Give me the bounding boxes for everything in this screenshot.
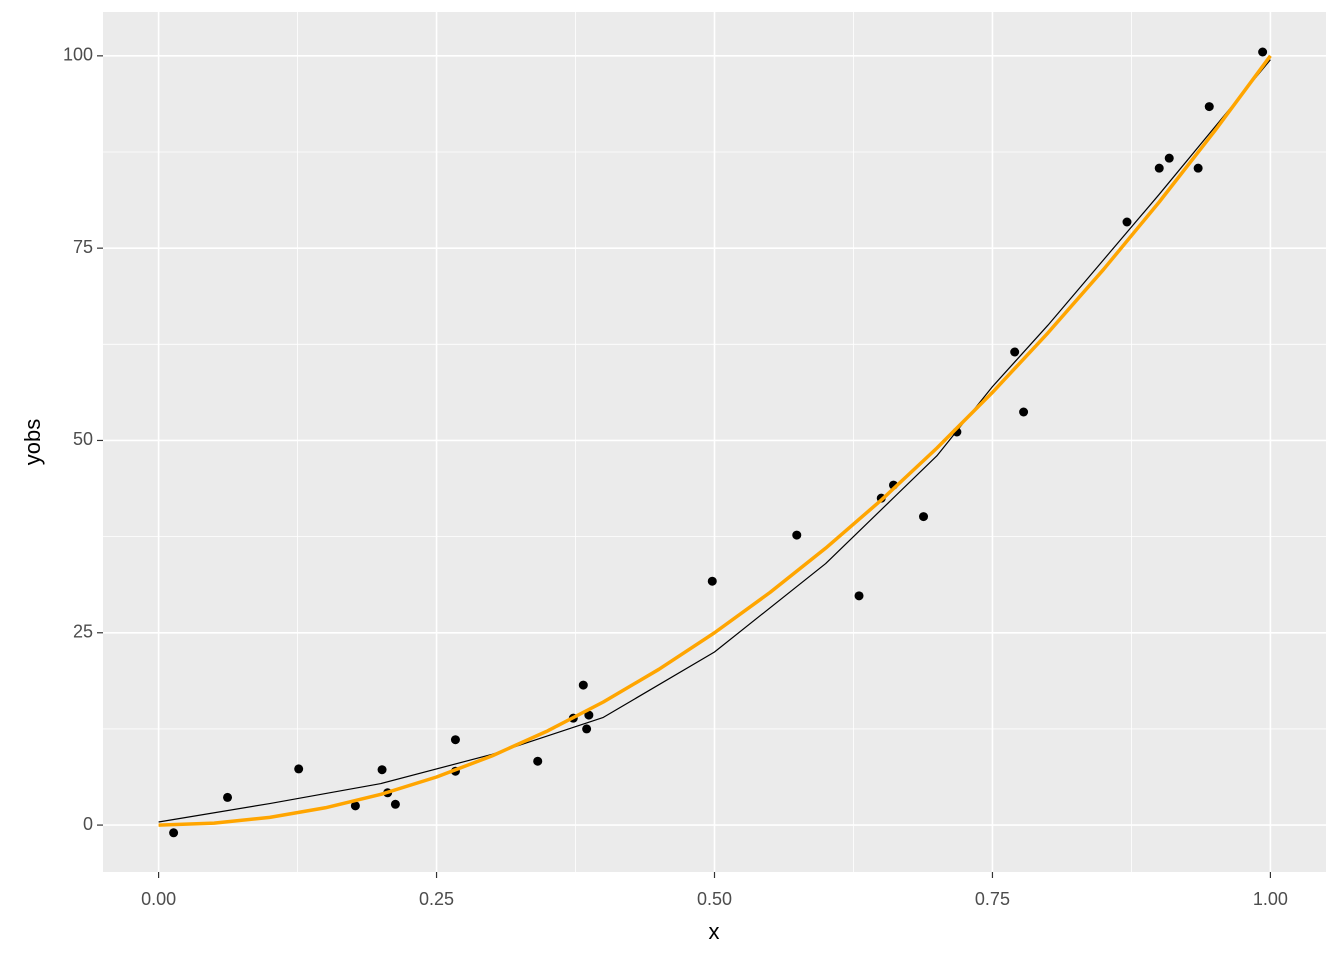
point — [1164, 153, 1174, 163]
fit-line — [158, 59, 1271, 823]
y-tick-label: 75 — [73, 237, 93, 257]
point — [792, 530, 802, 540]
point — [1193, 163, 1203, 173]
point — [584, 710, 594, 720]
point — [390, 799, 400, 809]
y-tick-label: 25 — [73, 622, 93, 642]
point — [450, 735, 460, 745]
point — [350, 801, 360, 811]
point — [854, 591, 864, 601]
y-tick-label: 50 — [73, 429, 93, 449]
point — [1204, 102, 1214, 112]
x-tick-label: 0.75 — [975, 889, 1010, 909]
point — [377, 765, 387, 775]
point — [1019, 407, 1029, 417]
y-axis-title: yobs — [20, 419, 45, 465]
y-tick-label: 100 — [63, 45, 93, 65]
point — [169, 828, 179, 838]
point — [582, 724, 592, 734]
point — [1122, 217, 1132, 227]
point — [533, 756, 543, 766]
point — [1258, 47, 1268, 57]
point — [578, 680, 588, 690]
point — [294, 764, 304, 774]
point — [707, 576, 717, 586]
fit-line — [158, 54, 1272, 827]
x-tick-label: 0.00 — [141, 889, 176, 909]
x-tick-label: 0.25 — [419, 889, 454, 909]
point — [919, 512, 929, 522]
y-tick-label: 0 — [83, 814, 93, 834]
point — [223, 792, 233, 802]
x-tick-label: 0.50 — [697, 889, 732, 909]
point — [1010, 347, 1020, 357]
x-axis-title: x — [709, 919, 720, 944]
x-tick-label: 1.00 — [1253, 889, 1288, 909]
point — [1154, 163, 1164, 173]
